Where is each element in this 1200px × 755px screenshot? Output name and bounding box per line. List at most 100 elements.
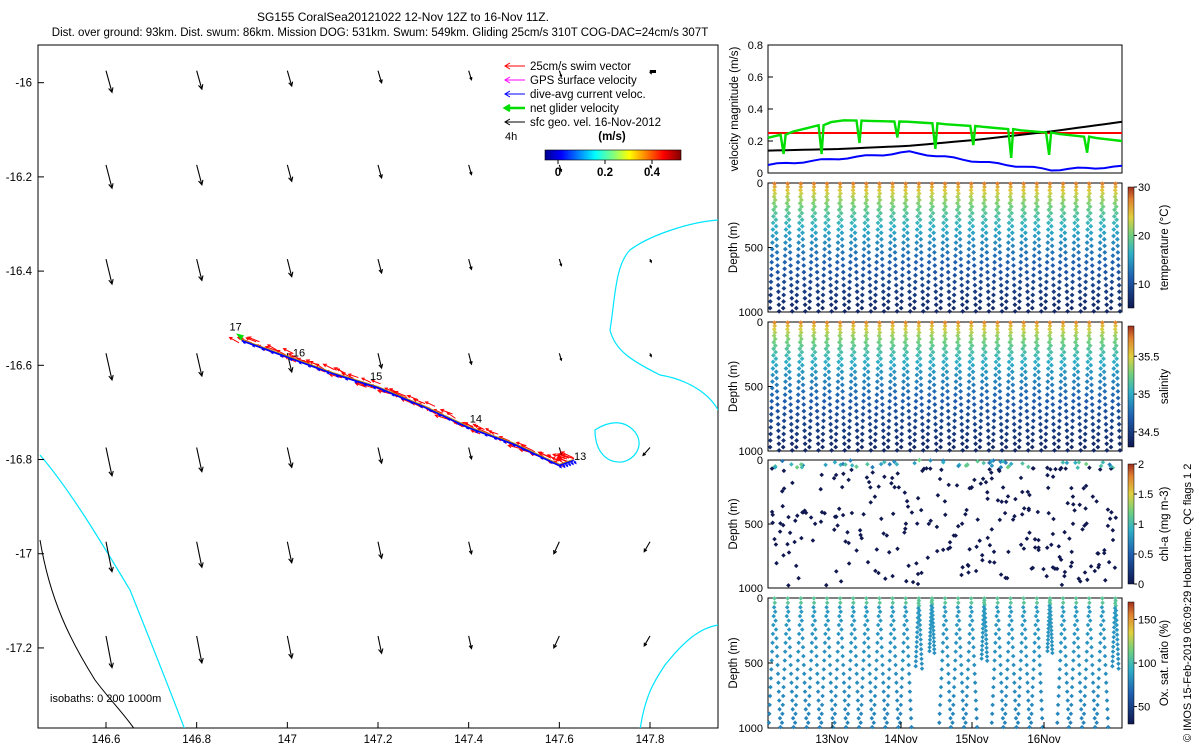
- profile-sample: [807, 431, 813, 437]
- colorbar-tick-label: 0: [1138, 579, 1144, 591]
- velocity-panel: 0 0.2 0.4 0.6 0.8 velocity magnitude (m/s): [729, 40, 1123, 180]
- profile-sample: [864, 349, 870, 355]
- profile-sample: [797, 213, 803, 219]
- profile-sample: [862, 366, 868, 371]
- sfc-geo-arrow: [286, 258, 294, 278]
- profile-sample: [801, 402, 807, 407]
- sfc-geo-arrow: [105, 258, 114, 286]
- sfc-geo-arrow: [377, 635, 384, 655]
- profile-sample: [822, 366, 828, 371]
- profile-sample: [775, 276, 781, 282]
- profile-sample: [828, 289, 834, 295]
- profile-sample: [798, 320, 804, 326]
- map-x-tick-label: 147.4: [454, 734, 483, 746]
- profile-sample: [875, 233, 881, 239]
- current-vector: [501, 438, 507, 444]
- profile-sample: [951, 305, 957, 311]
- profile-sample: [781, 438, 786, 443]
- profile-sample: [867, 289, 873, 295]
- map-x-tick-label: 147.6: [545, 734, 574, 746]
- profile-sample: [775, 402, 780, 407]
- profile-sample: [966, 253, 972, 259]
- colorbar-label: Ox. sat. ratio (%): [1159, 620, 1171, 706]
- profile-sample: [900, 253, 906, 259]
- profile-sample: [1022, 217, 1028, 223]
- profile-sample: [880, 428, 886, 434]
- profile-sample: [808, 392, 814, 398]
- profile-sample: [964, 292, 970, 298]
- profile-sample: [801, 395, 806, 401]
- profile-sample: [837, 326, 843, 332]
- profile-sample: [1022, 204, 1027, 210]
- profile-sample: [806, 444, 812, 450]
- profile-sample: [789, 289, 794, 295]
- current-vector: [474, 428, 479, 434]
- glider-track: 17 16 15 14 13: [228, 322, 586, 469]
- profile-sample: [827, 395, 833, 401]
- profile-sample: [998, 289, 1004, 295]
- sfc-geo-arrow: [196, 635, 204, 665]
- profile-sample: [801, 421, 807, 427]
- profile-sample: [959, 276, 964, 282]
- profile-sample: [929, 187, 935, 193]
- profile-sample: [786, 210, 792, 216]
- sfc-geo-arrow: [468, 258, 473, 271]
- swim-vector: [228, 336, 240, 344]
- profile-sample: [888, 372, 894, 378]
- profile-sample: [861, 398, 866, 404]
- profile-sample: [770, 220, 776, 226]
- profile-sample: [959, 289, 965, 295]
- swim-vector: [474, 424, 485, 431]
- profile-sample: [872, 305, 878, 311]
- profile-sample: [1011, 263, 1016, 268]
- profile-sample: [834, 398, 840, 404]
- sfc-geo-arrow: [377, 70, 383, 85]
- profile-sample: [848, 253, 854, 259]
- map-colorbar-tick-label: 0.4: [644, 167, 661, 179]
- profile-sample: [993, 233, 999, 239]
- profile-sample: [968, 181, 974, 187]
- profile-sample: [919, 269, 925, 275]
- profile-sample: [859, 444, 865, 450]
- profile-sample: [833, 305, 839, 311]
- current-vector: [572, 459, 577, 465]
- profile-sample: [823, 220, 829, 226]
- sfc-geo-arrow: [286, 635, 294, 660]
- velocity-y-tick-label: 0: [757, 168, 763, 180]
- profile-sample: [956, 210, 962, 216]
- profile-sample: [774, 236, 780, 242]
- current-vector: [399, 395, 404, 401]
- profile-sample: [815, 421, 820, 427]
- legend-arrowhead: [504, 76, 511, 84]
- profile-sample: [899, 299, 904, 304]
- velocity-series-line: [767, 150, 1123, 172]
- profile-sample: [781, 431, 787, 437]
- profile-sample: [929, 181, 935, 187]
- profile-sample: [972, 282, 978, 288]
- profile-sample: [907, 289, 912, 295]
- profile-panel-1: 0 500 1000 Depth (m) 30 20 10 temperature (°C): [728, 178, 1171, 319]
- profile-sample: [814, 263, 820, 268]
- profile-sample: [852, 356, 857, 362]
- profile-sample: [1011, 282, 1017, 288]
- profile-sample: [772, 320, 777, 326]
- profile-colorbar: [1127, 601, 1135, 725]
- profile-sample: [862, 213, 868, 219]
- profile-sample: [839, 223, 845, 229]
- sfc-geo-arrow: [558, 70, 563, 78]
- profile-sample: [835, 246, 841, 252]
- day-marker-label: 16: [293, 348, 305, 360]
- profile-sample: [771, 326, 777, 332]
- profile-sample: [796, 372, 802, 378]
- legend-entry: net glider velocity: [530, 103, 619, 115]
- profile-sample: [982, 210, 988, 216]
- profile-sample: [867, 282, 873, 288]
- profile-sample: [940, 240, 946, 246]
- profile-sample: [821, 259, 827, 265]
- profile-sample: [847, 398, 853, 404]
- map-y-tick-label: -16.2: [6, 172, 32, 184]
- sfc-geo-arrow: [553, 635, 560, 650]
- profile-sample: [801, 276, 807, 282]
